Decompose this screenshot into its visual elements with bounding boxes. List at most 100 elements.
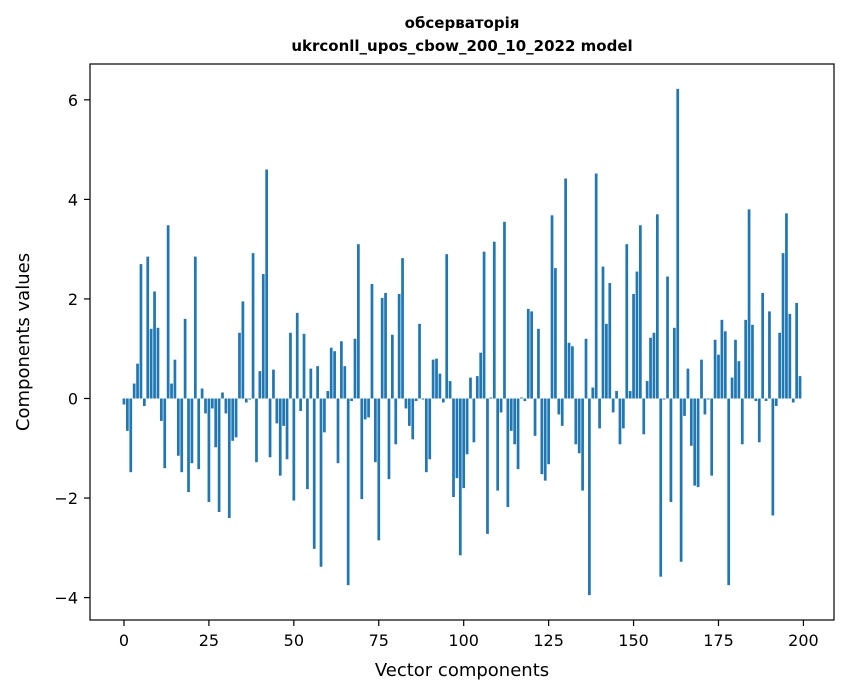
bar-2 (129, 398, 133, 473)
bar-46 (278, 398, 282, 476)
bar-105 (479, 352, 483, 399)
bar-117 (520, 397, 523, 399)
bar-115 (513, 398, 517, 445)
y-tick-label: −2 (54, 489, 78, 508)
bar-74 (374, 398, 377, 463)
bar-112 (503, 221, 506, 399)
bar-100 (462, 398, 466, 489)
bar-42 (265, 169, 269, 399)
bar-55 (309, 368, 313, 399)
y-axis-label: Components values (13, 253, 34, 431)
bar-125 (547, 398, 550, 465)
bar-136 (584, 338, 588, 399)
bar-191 (771, 398, 775, 516)
bar-87 (418, 323, 421, 399)
bar-90 (428, 398, 432, 460)
bar-142 (605, 323, 608, 399)
bar-130 (564, 178, 567, 399)
bar-190 (768, 311, 771, 399)
bar-96 (448, 381, 452, 399)
bar-97 (452, 398, 455, 498)
bar-154 (645, 381, 649, 399)
bar-144 (611, 398, 615, 413)
bar-175 (717, 354, 720, 399)
bar-45 (275, 398, 279, 424)
bar-14 (170, 383, 173, 399)
bar-148 (625, 244, 629, 399)
bar-16 (176, 398, 180, 456)
bar-86 (414, 398, 418, 401)
bar-32 (231, 398, 235, 441)
bar-98 (455, 398, 459, 479)
bar-33 (234, 398, 238, 438)
bar-170 (700, 359, 703, 399)
bar-26 (210, 398, 214, 409)
bar-41 (261, 274, 265, 399)
bar-62 (333, 351, 336, 399)
bar-107 (486, 398, 489, 534)
bar-173 (710, 398, 714, 476)
bar-91 (431, 359, 435, 399)
chart-title-line-1: обсерваторія (405, 14, 520, 32)
bar-63 (336, 398, 340, 464)
bar-189 (764, 398, 768, 401)
bar-110 (496, 398, 500, 491)
bar-80 (394, 398, 398, 445)
bar-164 (679, 398, 683, 562)
x-tick-label: 175 (703, 631, 734, 650)
bar-13 (166, 225, 170, 399)
bar-89 (424, 398, 428, 473)
bar-181 (737, 361, 741, 399)
bar-73 (370, 284, 374, 399)
bar-34 (238, 332, 241, 399)
bar-44 (272, 369, 275, 399)
bar-106 (482, 251, 486, 399)
y-axis-ticks: −4 −2 0 2 4 6 (54, 91, 90, 608)
bar-60 (326, 391, 330, 399)
bar-133 (574, 398, 578, 445)
y-tick-label: 6 (68, 91, 78, 110)
bar-103 (472, 398, 476, 443)
bar-135 (581, 398, 584, 491)
bar-183 (744, 319, 748, 399)
bar-69 (357, 244, 360, 399)
bar-101 (465, 398, 469, 455)
plot-frame (89, 63, 835, 621)
bar-143 (608, 283, 612, 399)
bar-20 (190, 398, 194, 464)
bar-171 (703, 398, 707, 415)
bar-153 (642, 398, 646, 435)
bar-134 (577, 398, 581, 454)
bar-48 (285, 398, 289, 460)
bar-122 (537, 328, 540, 399)
bar-151 (635, 271, 639, 399)
bar-58 (319, 398, 323, 567)
bar-9 (153, 291, 156, 399)
bar-186 (754, 398, 758, 401)
bar-43 (268, 398, 272, 458)
bar-166 (686, 368, 690, 399)
bar-146 (618, 398, 622, 445)
bar-1 (126, 398, 129, 431)
bar-83 (404, 398, 408, 409)
bar-31 (227, 398, 231, 518)
bar-138 (591, 387, 595, 399)
bar-149 (628, 391, 632, 399)
bar-49 (289, 332, 292, 399)
bar-158 (659, 398, 663, 577)
bar-57 (316, 366, 319, 399)
bar-39 (255, 398, 258, 463)
bar-163 (676, 88, 680, 399)
bar-93 (438, 373, 442, 399)
bar-160 (666, 276, 669, 399)
y-tick-label: 4 (68, 190, 78, 209)
bar-109 (492, 241, 496, 399)
bar-132 (571, 346, 574, 399)
bar-113 (506, 398, 510, 508)
y-tick-label: 2 (68, 290, 78, 309)
bar-51 (295, 312, 299, 399)
bar-131 (567, 342, 571, 399)
bar-176 (720, 319, 724, 399)
bar-168 (693, 398, 697, 486)
bar-193 (778, 332, 781, 399)
